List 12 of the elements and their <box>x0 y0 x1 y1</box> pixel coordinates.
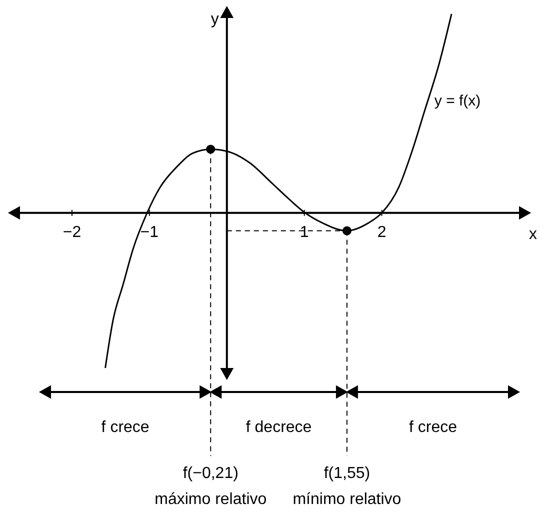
text: f crece <box>408 419 458 436</box>
ref-line-label: f(−0,21) máximo relativo <box>154 465 267 508</box>
x-tick-label: −2 <box>62 224 82 241</box>
x-axis-title: x <box>529 226 537 243</box>
x-tick-label: 2 <box>377 224 386 241</box>
text: f crece <box>101 419 150 436</box>
y-axis-title: y <box>210 11 219 28</box>
series-label: y = f(x) <box>434 92 481 110</box>
ref-line-label: f(1,55) mínimo relativo <box>292 465 402 508</box>
x-tick-label: 1 <box>300 224 309 241</box>
text: f decrece <box>246 419 312 436</box>
x-tick-label: −1 <box>140 224 159 241</box>
